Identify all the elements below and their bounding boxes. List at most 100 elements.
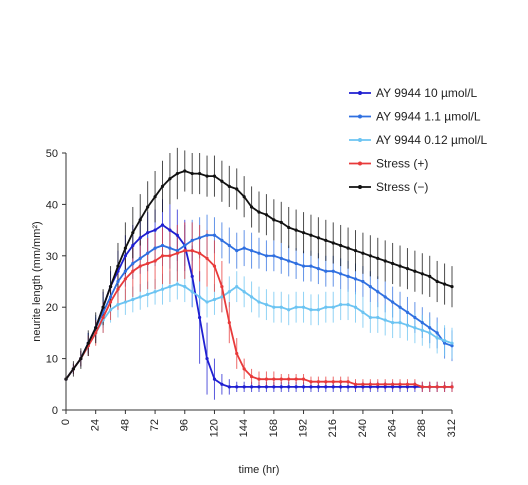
data-point	[264, 213, 269, 217]
data-point	[339, 385, 343, 389]
data-point	[146, 231, 150, 235]
data-point	[413, 385, 417, 389]
data-point	[168, 177, 172, 181]
data-point	[391, 300, 395, 304]
data-point	[205, 233, 209, 237]
data-point	[398, 305, 402, 309]
data-point	[123, 246, 127, 250]
data-point	[264, 377, 269, 381]
data-point	[361, 310, 365, 314]
data-point	[220, 382, 224, 386]
data-point	[301, 231, 306, 235]
data-point	[301, 377, 306, 381]
data-point	[175, 251, 179, 255]
data-point	[168, 228, 172, 232]
data-point	[301, 264, 306, 268]
data-point	[108, 285, 113, 289]
data-point	[249, 295, 254, 299]
data-point	[346, 303, 350, 307]
data-point	[398, 382, 402, 386]
data-point	[175, 249, 179, 253]
x-axis-label: time (hr)	[239, 464, 280, 476]
data-point	[257, 377, 261, 381]
data-point	[235, 187, 239, 191]
data-point	[361, 385, 365, 389]
legend-label: Stress (−)	[376, 180, 428, 194]
data-point	[146, 292, 150, 296]
data-point	[368, 315, 372, 320]
data-point	[294, 377, 298, 381]
series-lines	[64, 169, 454, 389]
data-point	[316, 236, 320, 240]
data-point	[287, 225, 291, 230]
data-point	[168, 285, 172, 289]
data-point	[190, 290, 194, 294]
data-point	[346, 380, 350, 384]
legend-label: Stress (+)	[376, 157, 428, 171]
data-point	[376, 256, 380, 260]
y-tick-label: 50	[46, 148, 58, 160]
data-point	[279, 385, 283, 389]
data-point	[227, 184, 231, 189]
data-point	[220, 179, 224, 183]
data-point	[405, 323, 410, 327]
data-point	[198, 315, 202, 320]
data-point	[435, 385, 439, 389]
data-point	[131, 243, 135, 248]
data-point	[131, 261, 135, 266]
data-point	[339, 303, 343, 307]
data-point	[420, 385, 424, 389]
data-point	[294, 228, 298, 232]
data-point	[190, 171, 194, 176]
data-point	[405, 310, 410, 314]
data-point	[376, 385, 380, 389]
data-point	[398, 385, 402, 389]
y-tick-label: 30	[46, 251, 58, 263]
data-point	[316, 308, 320, 312]
data-point	[331, 241, 335, 245]
data-point	[153, 246, 157, 250]
data-point	[257, 300, 261, 304]
data-point	[205, 256, 209, 260]
data-point	[301, 305, 306, 309]
data-point	[220, 295, 224, 299]
x-tick-label: 264	[387, 419, 399, 437]
legend-item: AY 9944 10 µmol/L	[349, 86, 478, 100]
x-tick-label: 120	[208, 419, 220, 437]
data-point	[242, 195, 246, 199]
legend-label: AY 9944 1.1 µmol/L	[376, 110, 481, 124]
data-point	[272, 385, 276, 389]
data-point	[212, 264, 217, 268]
data-point	[413, 269, 417, 273]
data-point	[339, 272, 343, 276]
data-point	[205, 174, 209, 178]
data-point	[309, 264, 313, 268]
x-tick-label: 0	[60, 419, 72, 425]
legend-marker	[358, 161, 362, 166]
data-point	[294, 305, 298, 309]
data-point	[324, 385, 328, 389]
data-point	[413, 326, 417, 330]
data-point	[309, 385, 313, 389]
y-ticks: 0 10 20 30 40 50	[46, 148, 66, 417]
data-point	[235, 249, 239, 253]
data-point	[391, 385, 395, 389]
data-point	[405, 267, 410, 271]
data-point	[272, 254, 276, 258]
data-point	[235, 385, 239, 389]
data-point	[450, 341, 454, 345]
data-point	[183, 249, 187, 253]
data-point	[353, 382, 358, 386]
data-point	[324, 305, 328, 309]
data-point	[86, 341, 90, 345]
legend-marker	[358, 91, 362, 95]
x-ticks: 0 24 48 72 96 120 144 168 192 216 240 264 288 312	[60, 410, 458, 437]
legend-label: AY 9944 10 µmol/L	[376, 86, 478, 100]
data-point	[309, 380, 313, 384]
data-point	[368, 382, 372, 386]
data-point	[160, 223, 165, 227]
data-point	[205, 357, 209, 361]
data-point	[131, 231, 135, 235]
data-point	[383, 382, 387, 386]
data-point	[324, 238, 328, 242]
